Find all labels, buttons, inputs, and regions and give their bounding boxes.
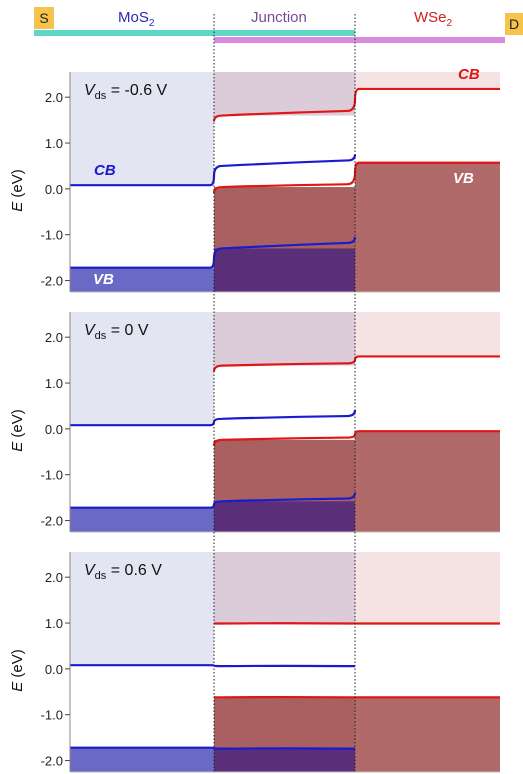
- y-tick-label-3-2: 0.0: [45, 662, 63, 677]
- mos2-gap-3: [70, 665, 214, 748]
- region-label-wse2-sub: 2: [446, 18, 453, 29]
- y-axis-label-unit-2: (eV): [8, 409, 26, 438]
- mos2-cb-line-3: [70, 664, 355, 668]
- mos2-contact-bar: [34, 30, 355, 36]
- y-tick-label-2-1: 1.0: [45, 376, 63, 391]
- region-label-wse2: WSe2: [414, 9, 452, 33]
- source-badge: S: [34, 7, 54, 29]
- mos2-vb-fill-2: [70, 507, 214, 532]
- junction-gap-1: [214, 165, 355, 188]
- region-label-mos2-main: MoS: [118, 9, 149, 26]
- wse2-gap-1: [355, 88, 500, 163]
- region-label-mos2: MoS2: [118, 9, 154, 33]
- y-tick-label-3-0: 2.0: [45, 570, 63, 585]
- y-axis-label-panel-2: E (eV): [9, 409, 26, 452]
- wse2-cb-region-1: [355, 72, 500, 89]
- y-axis-label-unit-1: (eV): [8, 169, 26, 198]
- y-axis-label-panel-1: E (eV): [9, 169, 26, 212]
- y-tick-label-2-3: -1.0: [41, 468, 63, 483]
- wse2-vb-fill-3: [355, 697, 500, 772]
- vds-value-panel-3: = 0.6 V: [110, 562, 162, 579]
- mos2-vb-fill-1: [70, 267, 214, 292]
- wse2-vb-label: VB: [453, 170, 474, 187]
- junction-wse2-cb-region-2: [214, 312, 355, 366]
- y-tick-label-3-3: -1.0: [41, 708, 63, 723]
- y-axis-label-symbol-2: E: [8, 441, 26, 452]
- wse2-cb-region-3: [355, 552, 500, 624]
- y-tick-label-2-2: 0.0: [45, 422, 63, 437]
- junction-gap-upper-2: [214, 365, 355, 419]
- vds-label-panel-2: Vds = 0 V: [84, 322, 149, 343]
- wse2-vb-line-2: [212, 430, 500, 446]
- drain-badge: D: [505, 13, 523, 35]
- mos2-vb-line-2: [70, 492, 357, 509]
- wse2-gap-3: [355, 623, 500, 698]
- wse2-gap-2: [355, 356, 500, 432]
- y-tick-label-2-4: -2.0: [41, 514, 63, 529]
- junction-wse2-cb-region-1: [214, 72, 355, 116]
- y-tick-label-3-1: 1.0: [45, 616, 63, 631]
- wse2-vb-fill-1: [355, 162, 500, 292]
- junction-overlap-fill-1: [214, 248, 355, 292]
- mos2-vb-line-3: [70, 746, 355, 750]
- junction-gap-upper-1: [214, 115, 355, 166]
- region-label-wse2-main: WSe: [414, 9, 447, 26]
- y-axis-label-panel-3: E (eV): [9, 649, 26, 692]
- wse2-vb-line-1: [212, 161, 500, 194]
- mos2-vb-fill-3: [70, 747, 214, 772]
- mos2-vb-label: VB: [93, 271, 114, 288]
- wse2-vb-fill-2: [355, 431, 500, 532]
- junction-overlap-fill-3: [214, 748, 355, 772]
- y-axis-label-symbol-1: E: [8, 201, 26, 212]
- region-label-junction-main: Junction: [251, 9, 307, 26]
- junction-gap-upper-3: [214, 623, 355, 667]
- vds-value-panel-1: = -0.6 V: [110, 82, 168, 99]
- mos2-gap-2: [70, 425, 214, 508]
- y-tick-label-1-0: 2.0: [45, 90, 63, 105]
- wse2-cb-line-1: [212, 87, 500, 122]
- y-tick-label-1-3: -1.0: [41, 228, 63, 243]
- wse2-cb-label: CB: [458, 66, 480, 83]
- y-tick-label-1-1: 1.0: [45, 136, 63, 151]
- vds-label-panel-3: Vds = 0.6 V: [84, 562, 162, 583]
- vds-value-panel-2: = 0 V: [110, 322, 149, 339]
- y-tick-label-1-2: 0.0: [45, 182, 63, 197]
- mos2-gap-1: [70, 185, 214, 268]
- mos2-cb-line-1: [70, 154, 357, 187]
- region-label-mos2-sub: 2: [148, 18, 155, 29]
- region-label-junction: Junction: [251, 9, 307, 27]
- junction-overlap-fill-2: [214, 501, 355, 532]
- y-tick-label-2-0: 2.0: [45, 330, 63, 345]
- junction-wse2-cb-region-3: [214, 552, 355, 624]
- junction-gap-2: [214, 418, 355, 440]
- mos2-cb-label: CB: [94, 162, 116, 179]
- wse2-contact-bar: [214, 37, 505, 43]
- y-axis-label-symbol-3: E: [8, 681, 26, 692]
- vds-label-panel-1: Vds = -0.6 V: [84, 82, 168, 103]
- y-axis-label-unit-3: (eV): [8, 649, 26, 678]
- junction-gap-3: [214, 666, 355, 698]
- y-tick-label-1-4: -2.0: [41, 274, 63, 289]
- y-tick-label-3-4: -2.0: [41, 754, 63, 769]
- wse2-cb-region-2: [355, 312, 500, 357]
